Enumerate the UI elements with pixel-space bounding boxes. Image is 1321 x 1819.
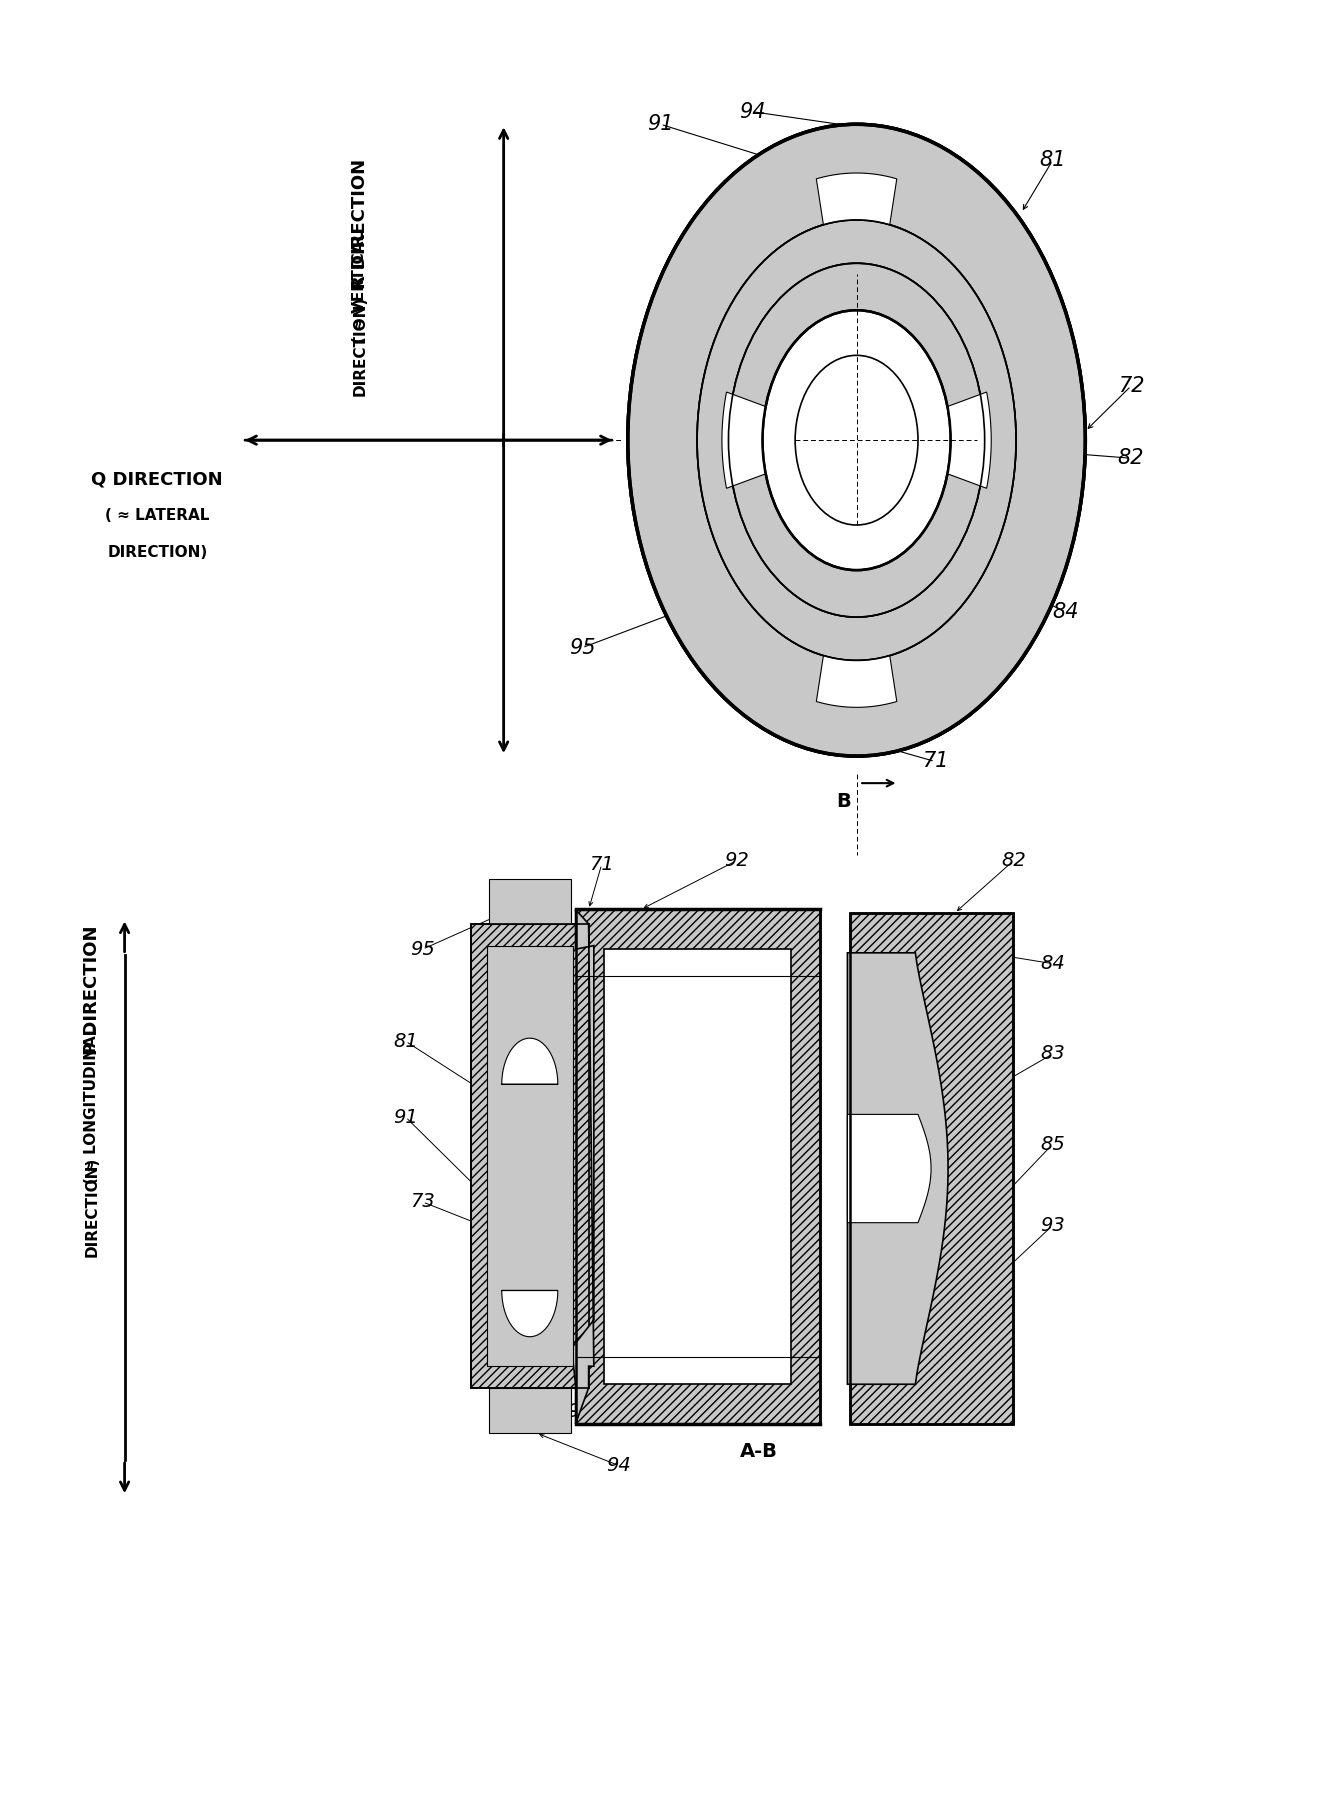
Circle shape: [795, 355, 918, 526]
Polygon shape: [849, 913, 1013, 1424]
Text: 84: 84: [1040, 955, 1065, 973]
Polygon shape: [502, 1039, 557, 1084]
Polygon shape: [472, 924, 589, 1388]
Text: 85: 85: [1040, 1135, 1065, 1153]
Polygon shape: [576, 910, 820, 1424]
Circle shape: [728, 264, 984, 617]
Text: A: A: [816, 724, 831, 744]
Polygon shape: [489, 879, 571, 924]
Text: 91: 91: [394, 1108, 417, 1126]
Polygon shape: [816, 655, 897, 708]
Text: 82: 82: [1001, 851, 1026, 869]
Polygon shape: [847, 953, 948, 1384]
Text: DIRECTION): DIRECTION): [353, 296, 367, 397]
Polygon shape: [572, 910, 594, 1424]
Text: 82: 82: [1118, 447, 1144, 467]
Text: ( ≈ VERTICAL: ( ≈ VERTICAL: [353, 231, 367, 342]
Text: DIRECTION): DIRECTION): [107, 544, 207, 560]
Polygon shape: [816, 173, 897, 226]
Polygon shape: [489, 1388, 571, 1433]
Text: 72: 72: [1118, 377, 1144, 397]
Text: 91: 91: [647, 115, 674, 135]
Text: 72: 72: [915, 1370, 941, 1388]
Polygon shape: [502, 1290, 557, 1337]
Circle shape: [697, 220, 1016, 660]
Text: 95: 95: [411, 940, 435, 959]
Text: ( ≈ LONGITUDINAL: ( ≈ LONGITUDINAL: [85, 1026, 99, 1184]
Polygon shape: [486, 946, 573, 1366]
Circle shape: [762, 311, 951, 569]
Text: DIRECTION): DIRECTION): [85, 1157, 99, 1257]
Text: 95: 95: [569, 638, 596, 658]
Text: ( ≈ LATERAL: ( ≈ LATERAL: [106, 509, 210, 524]
Circle shape: [728, 264, 984, 617]
Text: 71: 71: [589, 855, 614, 873]
Text: Q DIRECTION: Q DIRECTION: [91, 471, 223, 489]
Text: A-B: A-B: [740, 1441, 778, 1461]
Text: 93: 93: [1040, 1215, 1065, 1235]
Circle shape: [627, 124, 1086, 757]
Text: 83: 83: [1040, 1044, 1065, 1064]
Text: R DIRECTION: R DIRECTION: [351, 158, 369, 289]
Text: 95: 95: [567, 1402, 592, 1421]
Polygon shape: [723, 393, 766, 487]
Text: 81: 81: [1040, 151, 1066, 171]
Polygon shape: [847, 953, 948, 1384]
Text: P DIRECTION: P DIRECTION: [83, 926, 100, 1055]
Text: 71: 71: [922, 751, 948, 771]
Polygon shape: [604, 950, 791, 1384]
Polygon shape: [847, 1115, 931, 1222]
Text: 81: 81: [394, 1031, 417, 1051]
Text: 92: 92: [724, 851, 749, 869]
Circle shape: [697, 220, 1016, 660]
Text: B: B: [836, 791, 851, 811]
Polygon shape: [947, 393, 991, 487]
Text: 94: 94: [606, 1455, 631, 1475]
Text: 94: 94: [738, 102, 765, 122]
Text: 73: 73: [411, 1193, 435, 1211]
Text: 84: 84: [1053, 602, 1079, 622]
Circle shape: [627, 124, 1086, 757]
